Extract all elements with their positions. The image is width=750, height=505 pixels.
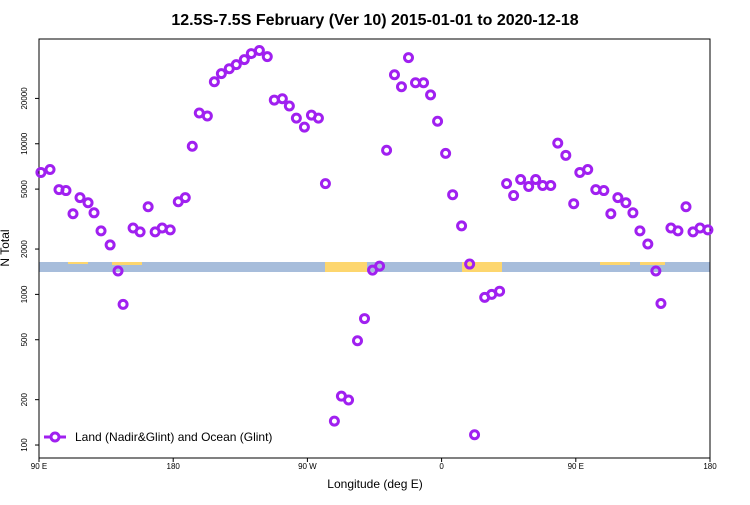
point bbox=[501, 178, 513, 190]
y-tick-label: 200 bbox=[20, 392, 29, 406]
point bbox=[230, 59, 242, 71]
point bbox=[215, 68, 227, 80]
point bbox=[142, 201, 154, 213]
point bbox=[432, 115, 444, 127]
point bbox=[605, 208, 617, 220]
point bbox=[655, 297, 667, 309]
point bbox=[201, 110, 213, 122]
x-axis-title: Longitude (deg E) bbox=[327, 477, 422, 491]
x-tick-label: 90 E bbox=[568, 462, 584, 471]
point bbox=[620, 197, 632, 209]
point bbox=[319, 178, 331, 190]
point bbox=[88, 207, 100, 219]
point bbox=[612, 192, 624, 204]
point bbox=[560, 149, 572, 161]
glint-patch bbox=[325, 262, 367, 272]
legend-label: Land (Nadir&Glint) and Ocean (Glint) bbox=[75, 430, 272, 444]
point bbox=[238, 54, 250, 66]
glint-patch bbox=[462, 262, 502, 272]
point bbox=[104, 239, 116, 251]
point bbox=[702, 224, 714, 236]
chart-title: 12.5S-7.5S February (Ver 10) 2015-01-01 … bbox=[171, 12, 578, 29]
point bbox=[276, 93, 288, 105]
point bbox=[312, 112, 324, 124]
point bbox=[253, 45, 265, 57]
point bbox=[515, 174, 527, 186]
point bbox=[508, 190, 520, 202]
point bbox=[381, 144, 393, 156]
land-bit bbox=[600, 262, 630, 265]
point bbox=[352, 335, 364, 347]
point bbox=[179, 192, 191, 204]
point bbox=[456, 220, 468, 232]
point bbox=[388, 69, 400, 81]
point bbox=[650, 265, 662, 277]
point bbox=[283, 100, 295, 112]
point bbox=[112, 265, 124, 277]
y-tick-label: 500 bbox=[20, 333, 29, 347]
x-tick-label: 90 E bbox=[31, 462, 47, 471]
point bbox=[395, 81, 407, 93]
y-tick-label: 10000 bbox=[20, 132, 29, 155]
land-bit bbox=[640, 262, 665, 265]
point bbox=[44, 163, 56, 175]
plot-frame bbox=[38, 38, 711, 459]
y-tick-label: 5000 bbox=[20, 180, 29, 198]
point bbox=[598, 185, 610, 197]
point bbox=[74, 192, 86, 204]
point bbox=[374, 260, 386, 272]
point bbox=[290, 112, 302, 124]
point bbox=[672, 225, 684, 237]
point bbox=[440, 147, 452, 159]
point bbox=[627, 207, 639, 219]
point bbox=[568, 198, 580, 210]
point bbox=[418, 77, 430, 89]
point bbox=[298, 121, 310, 133]
point bbox=[680, 201, 692, 213]
point bbox=[402, 52, 414, 64]
point bbox=[60, 185, 72, 197]
y-tick-label: 1000 bbox=[20, 285, 29, 303]
land-bit bbox=[112, 262, 142, 265]
y-axis-title: N Total bbox=[0, 229, 12, 266]
point bbox=[642, 238, 654, 250]
point bbox=[634, 225, 646, 237]
point bbox=[530, 174, 542, 186]
point bbox=[82, 197, 94, 209]
x-tick-label: 180 bbox=[167, 462, 181, 471]
point bbox=[494, 285, 506, 297]
point bbox=[95, 225, 107, 237]
point bbox=[35, 166, 47, 178]
point bbox=[328, 415, 340, 427]
y-tick-label: 2000 bbox=[20, 240, 29, 258]
point bbox=[582, 163, 594, 175]
point bbox=[186, 140, 198, 152]
point bbox=[164, 224, 176, 236]
x-tick-label: 180 bbox=[703, 462, 717, 471]
point bbox=[425, 89, 437, 101]
point bbox=[545, 180, 557, 192]
y-tick-label: 100 bbox=[20, 438, 29, 452]
point bbox=[523, 181, 535, 193]
point bbox=[447, 189, 459, 201]
point bbox=[117, 298, 129, 310]
point bbox=[359, 313, 371, 325]
point bbox=[67, 208, 79, 220]
point bbox=[552, 137, 564, 149]
land-bit bbox=[68, 262, 88, 264]
x-tick-label: 0 bbox=[439, 462, 444, 471]
point bbox=[464, 258, 476, 270]
point bbox=[134, 226, 146, 238]
legend-marker bbox=[49, 431, 61, 443]
y-tick-label: 20000 bbox=[20, 87, 29, 110]
point bbox=[261, 51, 273, 63]
point bbox=[469, 429, 481, 441]
point bbox=[208, 76, 220, 88]
point bbox=[343, 394, 355, 406]
x-tick-label: 90 W bbox=[298, 462, 317, 471]
